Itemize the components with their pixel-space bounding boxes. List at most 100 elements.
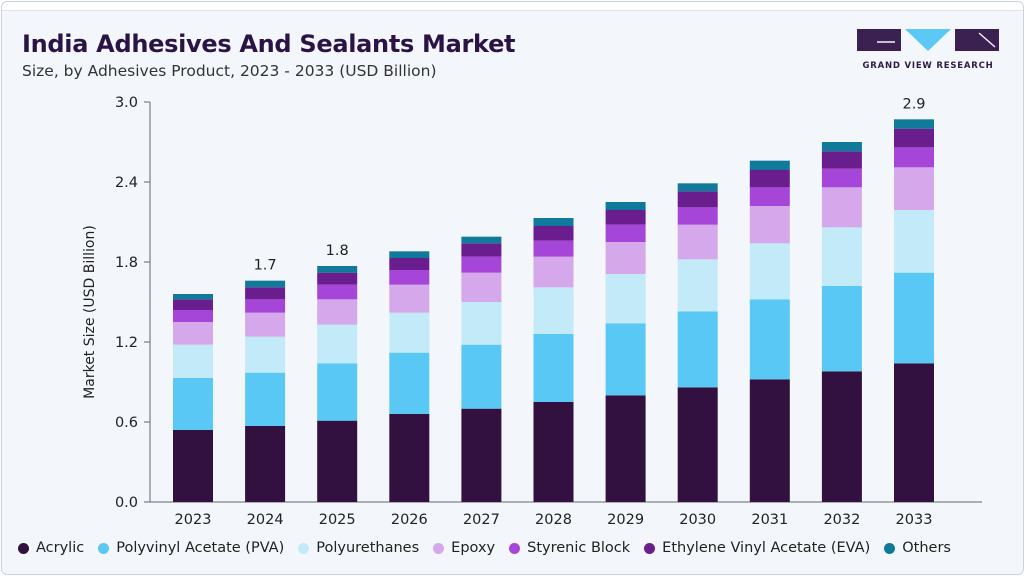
x-tick-label: 2030 xyxy=(679,512,716,528)
bar-segment-ethylene-vinyl-acetate-eva-2025 xyxy=(317,272,358,285)
bar-segment-styrenic-block-2023 xyxy=(173,310,213,322)
bar-segment-ethylene-vinyl-acetate-eva-2027 xyxy=(461,243,502,257)
y-axis-label: Market Size (USD Billion) xyxy=(82,225,98,399)
bar-segment-acrylic-2032 xyxy=(821,371,862,502)
bar-segment-styrenic-block-2030 xyxy=(677,207,718,225)
bar-segment-polyurethanes-2024 xyxy=(245,336,286,373)
legend-label: Polyvinyl Acetate (PVA) xyxy=(116,540,285,556)
bar-segment-others-2029 xyxy=(605,202,646,210)
bar-segment-acrylic-2030 xyxy=(677,387,718,502)
bar-total-label: 1.7 xyxy=(254,258,277,274)
bar-segment-polyurethanes-2029 xyxy=(605,274,646,324)
bar-segment-polyurethanes-2025 xyxy=(317,324,358,364)
bar-segment-epoxy-2032 xyxy=(821,187,862,228)
bar-segment-epoxy-2025 xyxy=(317,299,358,325)
legend-item: Others xyxy=(884,540,951,556)
bar-total-label: 1.8 xyxy=(326,243,349,259)
bar-segment-styrenic-block-2026 xyxy=(389,270,430,285)
y-tick-label: 0.6 xyxy=(115,415,138,431)
bar-total-label: 2.9 xyxy=(902,96,925,112)
legend-label: Styrenic Block xyxy=(527,540,631,556)
legend-swatch xyxy=(644,542,656,554)
bar-segment-others-2026 xyxy=(389,251,430,258)
top-bar xyxy=(2,2,1023,11)
legend-swatch xyxy=(433,542,445,554)
legend-label: Others xyxy=(902,540,951,556)
bar-segment-polyvinyl-acetate-pva-2032 xyxy=(821,286,862,372)
legend-swatch xyxy=(18,542,29,554)
bar-segment-styrenic-block-2029 xyxy=(605,224,646,242)
x-tick-label: 2032 xyxy=(823,512,860,528)
y-tick-label: 0.0 xyxy=(115,495,138,511)
bar-segment-polyvinyl-acetate-pva-2027 xyxy=(461,344,502,409)
x-tick-label: 2031 xyxy=(751,512,788,528)
legend-item: Styrenic Block xyxy=(509,540,630,556)
bar-segment-polyurethanes-2033 xyxy=(894,210,934,273)
bar-segment-acrylic-2024 xyxy=(245,426,286,502)
bar-segment-polyvinyl-acetate-pva-2028 xyxy=(533,334,574,402)
bar-segment-ethylene-vinyl-acetate-eva-2026 xyxy=(389,258,430,270)
legend-label: Epoxy xyxy=(451,540,496,556)
bar-segment-styrenic-block-2028 xyxy=(533,240,574,257)
chart-subtitle: Size, by Adhesives Product, 2023 - 2033 … xyxy=(22,62,437,80)
legend-item: Polyurethanes xyxy=(298,540,419,556)
bar-segment-styrenic-block-2031 xyxy=(749,187,790,206)
bar-segment-polyurethanes-2028 xyxy=(533,287,574,334)
bar-segment-epoxy-2033 xyxy=(894,167,934,210)
bar-segment-epoxy-2024 xyxy=(245,312,286,337)
bar-segment-ethylene-vinyl-acetate-eva-2029 xyxy=(605,210,646,225)
bar-segment-polyvinyl-acetate-pva-2025 xyxy=(317,363,358,421)
bar-segment-acrylic-2025 xyxy=(317,420,358,502)
x-tick-label: 2033 xyxy=(896,512,933,528)
bar-segment-acrylic-2026 xyxy=(389,414,430,502)
bar-segment-acrylic-2033 xyxy=(894,363,934,502)
bar-segment-acrylic-2027 xyxy=(461,408,502,502)
logo-wordmark: GRAND VIEW RESEARCH xyxy=(862,61,994,71)
bar-segment-epoxy-2026 xyxy=(389,284,430,313)
bar-segment-others-2025 xyxy=(317,266,358,273)
bar-segment-polyurethanes-2026 xyxy=(389,312,430,353)
bar-segment-epoxy-2023 xyxy=(173,322,213,345)
bar-segment-styrenic-block-2032 xyxy=(821,168,862,188)
bar-segment-styrenic-block-2027 xyxy=(461,256,502,273)
bar-segment-polyvinyl-acetate-pva-2030 xyxy=(677,311,718,388)
bar-segment-acrylic-2029 xyxy=(605,395,646,502)
bar-segment-ethylene-vinyl-acetate-eva-2031 xyxy=(749,170,790,188)
bar-segment-polyvinyl-acetate-pva-2026 xyxy=(389,352,430,414)
chart-legend: Acrylic Polyvinyl Acetate (PVA) Polyuretha… xyxy=(18,540,951,556)
bar-segment-epoxy-2028 xyxy=(533,256,574,288)
legend-swatch xyxy=(298,542,310,554)
chart-title: India Adhesives And Sealants Market xyxy=(22,30,516,58)
bar-segment-epoxy-2029 xyxy=(605,242,646,274)
x-tick-label: 2029 xyxy=(607,512,644,528)
bar-segment-polyvinyl-acetate-pva-2033 xyxy=(894,272,934,364)
x-tick-label: 2027 xyxy=(463,512,500,528)
bar-segment-ethylene-vinyl-acetate-eva-2024 xyxy=(245,287,286,300)
bar-segment-styrenic-block-2033 xyxy=(894,147,934,168)
bar-segment-others-2024 xyxy=(245,280,286,288)
bar-segment-others-2023 xyxy=(173,294,213,300)
bar-segment-ethylene-vinyl-acetate-eva-2028 xyxy=(533,226,574,241)
bar-segment-polyvinyl-acetate-pva-2023 xyxy=(173,378,213,430)
legend-item: Polyvinyl Acetate (PVA) xyxy=(98,540,284,556)
bar-segment-polyurethanes-2023 xyxy=(173,344,213,378)
bar-segment-polyurethanes-2032 xyxy=(821,227,862,286)
x-tick-label: 2028 xyxy=(535,512,572,528)
y-tick-label: 3.0 xyxy=(115,95,138,111)
bar-segment-epoxy-2030 xyxy=(677,224,718,260)
bar-segment-epoxy-2031 xyxy=(749,206,790,244)
bar-segment-acrylic-2023 xyxy=(173,430,213,502)
bar-segment-polyurethanes-2027 xyxy=(461,302,502,345)
bar-segment-others-2030 xyxy=(677,183,718,192)
legend-label: Polyurethanes xyxy=(316,540,420,556)
legend-item: Acrylic xyxy=(18,540,84,556)
bar-segment-polyvinyl-acetate-pva-2029 xyxy=(605,323,646,396)
bar-segment-polyurethanes-2030 xyxy=(677,259,718,312)
bar-segment-ethylene-vinyl-acetate-eva-2033 xyxy=(894,128,934,148)
bar-segment-others-2033 xyxy=(894,119,934,129)
y-tick-label: 1.8 xyxy=(115,255,138,271)
bar-segment-acrylic-2031 xyxy=(749,379,790,502)
bar-segment-others-2028 xyxy=(533,218,574,226)
